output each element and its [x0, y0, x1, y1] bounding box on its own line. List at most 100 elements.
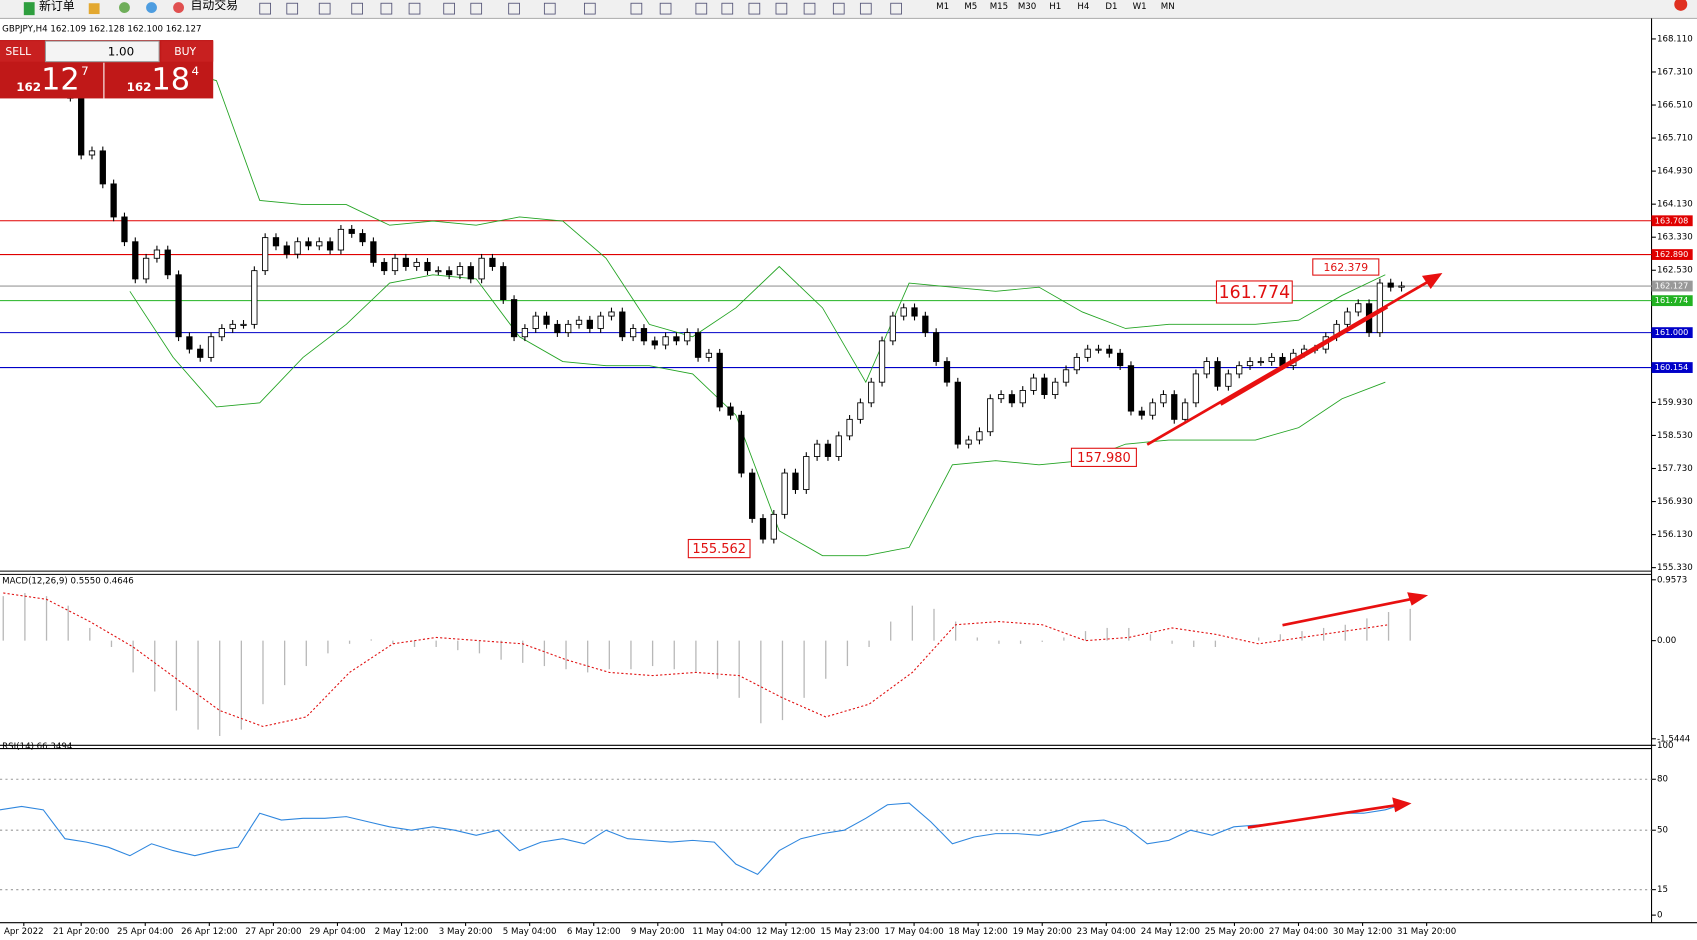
tool-icon	[721, 2, 734, 15]
timeframe-button[interactable]: M5	[964, 2, 977, 12]
time-label: 25 May 20:00	[1205, 927, 1264, 937]
arrow-head	[1421, 272, 1443, 290]
sell-price-big[interactable]: 162	[16, 80, 41, 94]
time-label: 23 May 04:00	[1077, 927, 1136, 937]
timeframe-button[interactable]: M15	[990, 2, 1008, 12]
notification-badge[interactable]	[1674, 0, 1688, 11]
candle	[424, 261, 431, 272]
candle	[1030, 377, 1037, 391]
candle	[521, 328, 529, 338]
buy-price-point[interactable]: 4	[192, 64, 200, 78]
price-tag	[1651, 280, 1693, 292]
price-annotation: 162.379	[1323, 261, 1368, 274]
candle	[738, 414, 745, 474]
tool-icon	[443, 2, 455, 15]
buy-price-pips[interactable]: 18	[152, 63, 191, 98]
price-tag	[1651, 215, 1693, 227]
tool-icon	[890, 2, 902, 15]
sell-button[interactable]	[0, 41, 46, 62]
candle	[824, 443, 832, 457]
tool-icon	[286, 2, 299, 15]
tool-icon	[470, 2, 483, 15]
sell-price-point[interactable]: 7	[81, 64, 89, 78]
candle	[218, 328, 226, 338]
toolbar-icon[interactable]	[146, 2, 157, 13]
price-tag-label: 162.890	[1655, 249, 1689, 259]
lots-value[interactable]: 1.00	[108, 44, 134, 58]
toolbar	[0, 0, 1697, 19]
candle	[976, 431, 983, 441]
toolbar-icon[interactable]	[119, 2, 130, 13]
toolbar-icon[interactable]	[88, 3, 100, 15]
candle	[132, 241, 139, 280]
price-annotation-box	[1312, 258, 1380, 276]
buy-price-big[interactable]: 162	[127, 80, 152, 94]
arrow-head	[1392, 797, 1412, 813]
candle	[1355, 303, 1362, 313]
time-label: 29 Apr 04:00	[309, 927, 365, 937]
candle	[251, 270, 258, 325]
price-tag	[1651, 362, 1693, 373]
time-label: 12 May 12:00	[756, 927, 815, 937]
y-tick-label: 164.130	[1657, 200, 1693, 210]
candle	[619, 311, 626, 338]
candle	[1149, 402, 1156, 416]
candle	[651, 340, 658, 346]
timeframe-button[interactable]: M30	[1018, 2, 1036, 12]
candle	[435, 270, 442, 273]
candle	[1203, 361, 1210, 375]
plot-area: Apr 2022 21 Apr 20:00 25 Apr 04:00 26 Apr 1…	[0, 25, 1693, 937]
tool-icon	[630, 2, 643, 15]
new-order-icon[interactable]	[23, 2, 35, 16]
time-label: 18 May 12:00	[949, 927, 1008, 937]
sell-label[interactable]: SELL	[5, 45, 31, 58]
timeframe-button[interactable]: MN	[1161, 2, 1175, 12]
time-label: 30 May 12:00	[1333, 927, 1392, 937]
y-tick-label: 155.330	[1657, 563, 1693, 573]
new-order-button[interactable]: 新订单	[39, 0, 75, 13]
candle	[1257, 361, 1264, 364]
buy-button[interactable]	[161, 41, 214, 62]
tool-icon	[748, 2, 761, 15]
auto-trading-icon[interactable]	[173, 2, 184, 13]
time-label: 2 May 12:00	[375, 927, 429, 937]
bollinger-band	[129, 274, 1386, 557]
y-tick-label: 165.710	[1657, 134, 1693, 144]
timeframe-button[interactable]: W1	[1133, 2, 1147, 12]
y-tick-label: 163.330	[1657, 233, 1693, 243]
y-tick-label: 156.930	[1657, 497, 1693, 507]
timeframe-button[interactable]: H1	[1049, 2, 1061, 12]
candle	[597, 315, 604, 329]
candle	[835, 435, 842, 457]
lots-input[interactable]	[44, 40, 160, 63]
price-annotation: 155.562	[692, 542, 746, 557]
candle	[997, 394, 1005, 400]
candle	[803, 456, 810, 491]
trend-line	[1220, 306, 1389, 406]
candle	[467, 266, 474, 280]
candle	[868, 381, 875, 404]
y-tick-label: 168.110	[1657, 34, 1693, 44]
candle	[262, 237, 269, 272]
candle	[673, 336, 680, 342]
buy-label[interactable]: BUY	[174, 45, 196, 58]
timeframe-button[interactable]: M1	[936, 2, 949, 12]
y-tick-label: 100	[1657, 741, 1674, 751]
candle	[1095, 348, 1102, 351]
time-label: 17 May 04:00	[884, 927, 943, 937]
candle	[370, 241, 377, 263]
candle	[532, 315, 539, 329]
y-tick-label: 157.730	[1657, 464, 1693, 474]
candle	[272, 237, 280, 247]
auto-trading-button[interactable]: 自动交易	[190, 0, 238, 12]
sell-price-pips[interactable]: 12	[41, 63, 80, 98]
timeframe-button[interactable]: D1	[1105, 2, 1117, 12]
candle	[727, 406, 734, 416]
timeframe-button[interactable]: H4	[1077, 2, 1090, 12]
time-label: 3 May 20:00	[439, 927, 493, 937]
candle	[305, 241, 312, 247]
candle	[1138, 410, 1145, 416]
time-label: 21 Apr 20:00	[53, 927, 109, 937]
candle	[1268, 356, 1275, 362]
time-label: 27 May 04:00	[1269, 927, 1328, 937]
